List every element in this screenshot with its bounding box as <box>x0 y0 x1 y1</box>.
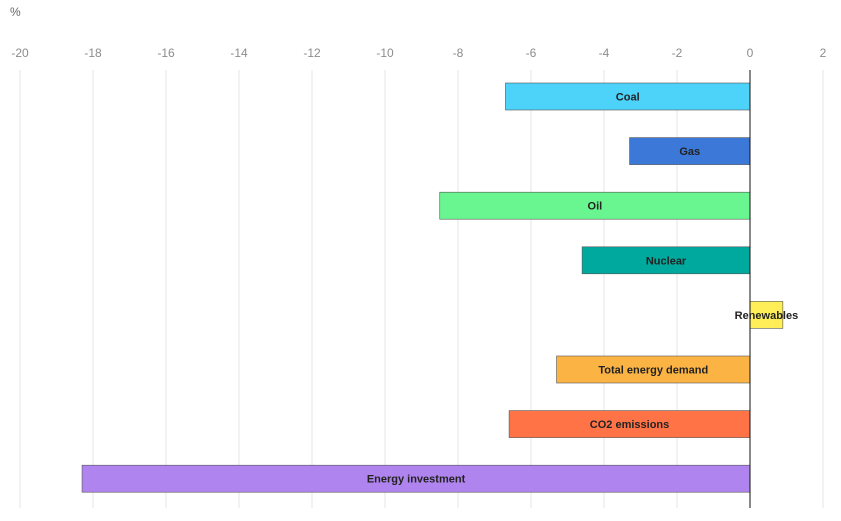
bar-nuclear <box>581 246 751 275</box>
bar-co2-emissions <box>508 410 751 438</box>
x-tick-label: -6 <box>526 46 537 60</box>
bar-total-energy-demand <box>556 355 751 384</box>
grid-lines <box>19 70 824 508</box>
x-axis-ticks: -20 -18 -16 -14 -12 -10 -8 -6 -4 -2 0 2 <box>11 46 826 60</box>
bar-label-renewables: Renewables <box>735 310 799 322</box>
bar-renewables <box>749 301 784 329</box>
unit-label: % <box>10 5 21 19</box>
x-tick-label: -16 <box>157 46 175 60</box>
x-tick-label: -8 <box>453 46 464 60</box>
x-tick-label: -10 <box>376 46 394 60</box>
x-tick-label: -20 <box>11 46 29 60</box>
bar-oil <box>439 191 751 220</box>
x-tick-label: -12 <box>303 46 321 60</box>
bar-labels: Coal Gas Oil Nuclear Renewables Total energy … <box>367 92 798 486</box>
bar-gas <box>629 137 751 165</box>
bar-label-oil: Oil <box>588 201 603 213</box>
bar-coal <box>505 82 751 111</box>
x-tick-label: 2 <box>820 46 827 60</box>
bar-label-co2-emissions: CO2 emissions <box>590 419 669 431</box>
bar-label-gas: Gas <box>679 146 700 158</box>
x-tick-label: 0 <box>747 46 754 60</box>
bar-label-energy-investment: Energy investment <box>367 474 466 486</box>
x-tick-label: -18 <box>84 46 102 60</box>
x-tick-label: -2 <box>672 46 683 60</box>
bar-label-nuclear: Nuclear <box>646 255 687 267</box>
x-tick-label: -4 <box>599 46 610 60</box>
bar-label-total-energy-demand: Total energy demand <box>598 365 708 377</box>
bars <box>81 82 784 493</box>
bar-label-coal: Coal <box>616 92 640 104</box>
x-tick-label: -14 <box>230 46 248 60</box>
